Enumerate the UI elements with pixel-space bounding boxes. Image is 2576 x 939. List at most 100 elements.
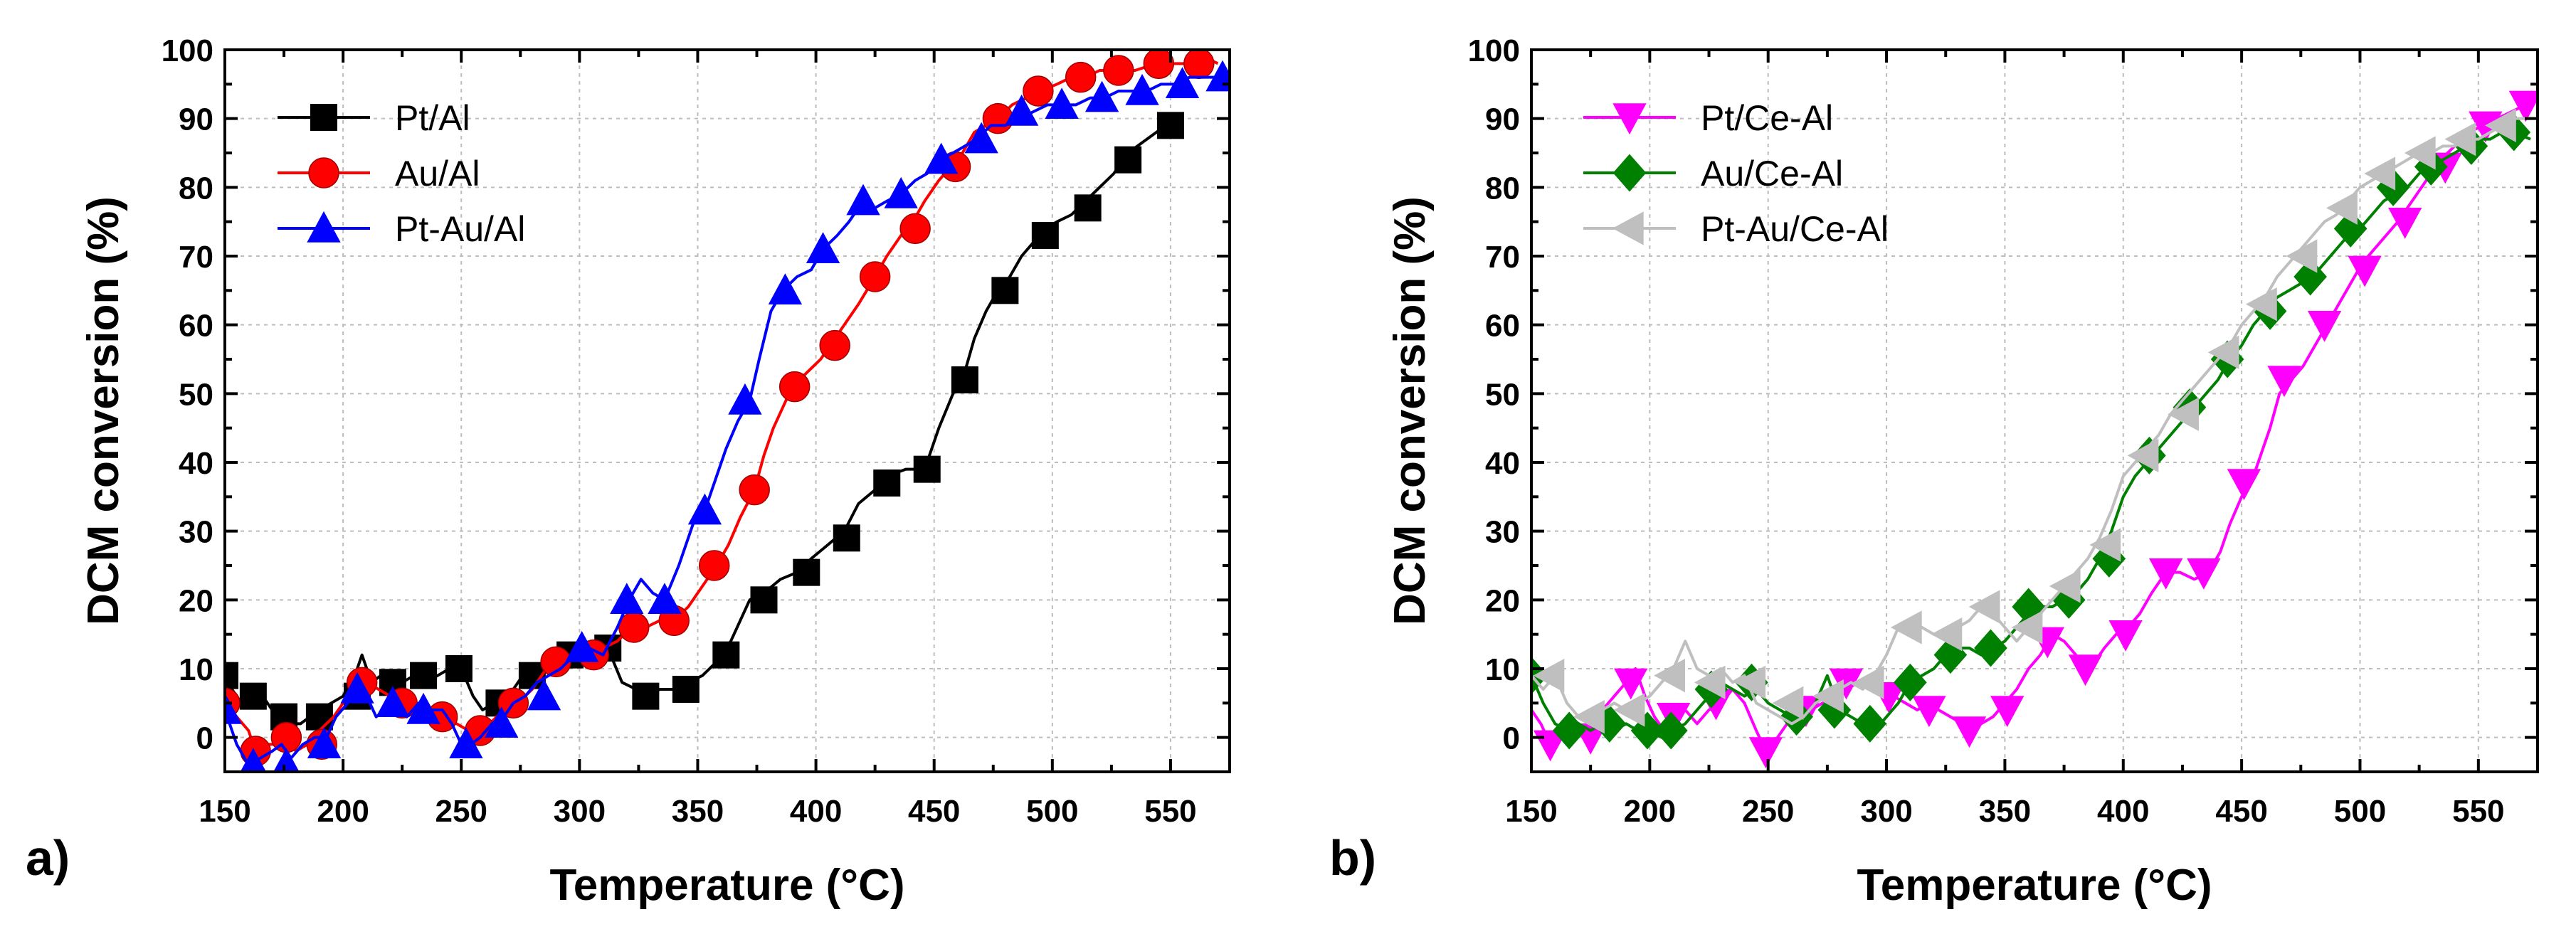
data-point (2333, 209, 2368, 248)
x-tick-label: 400 (2097, 794, 2149, 829)
x-tick-label: 200 (1624, 794, 1676, 829)
data-point (698, 550, 730, 581)
data-point (449, 727, 483, 759)
y-tick-label: 0 (1503, 721, 1520, 756)
data-point (1893, 663, 1927, 701)
legend: Pt/Ce-Al Au/Ce-Al Pt-Au/Ce-Al (1583, 98, 1889, 249)
legend-label: Au/Ce-Al (1701, 154, 1843, 193)
y-tick-label: 100 (162, 33, 213, 68)
data-point (2293, 258, 2327, 296)
y-tick-label: 80 (1485, 171, 1520, 206)
data-point (2404, 136, 2436, 170)
x-tick-label: 500 (1026, 794, 1078, 829)
data-point (1853, 704, 1887, 743)
data-point (485, 706, 519, 738)
x-tick-label: 350 (672, 794, 724, 829)
data-point (672, 676, 700, 703)
data-point (1654, 658, 1685, 693)
x-tick-label: 450 (908, 794, 960, 829)
data-point (1183, 50, 1215, 80)
data-point (2267, 366, 2301, 398)
data-point (2089, 528, 2121, 562)
data-point (2484, 108, 2516, 143)
x-tick-label: 300 (1860, 794, 1912, 829)
y-tick-label: 10 (1485, 652, 1520, 687)
data-point (1065, 61, 1097, 93)
data-point (913, 455, 941, 483)
data-point (2326, 191, 2358, 226)
data-point (2148, 558, 2183, 590)
panel-tag: a) (26, 830, 70, 886)
x-tick-label: 250 (436, 794, 487, 829)
series-line (225, 124, 1167, 726)
legend-marker (1612, 154, 1647, 192)
y-tick-label: 80 (179, 171, 213, 206)
data-point (991, 277, 1019, 304)
data-point (406, 692, 440, 724)
data-point (2286, 239, 2318, 273)
data-point (859, 261, 891, 292)
y-tick-label: 70 (179, 240, 213, 275)
data-point (2227, 469, 2261, 501)
grid (225, 50, 1230, 772)
series-Au/Ce-Al (1531, 113, 2531, 750)
legend: Pt/Al Au/Al Pt-Au/Al (278, 98, 525, 249)
data-point (2049, 569, 2081, 603)
data-point (1004, 94, 1039, 126)
data-point (1852, 665, 1884, 700)
data-point (884, 176, 918, 208)
x-tick-label: 300 (554, 794, 606, 829)
data-point (2388, 207, 2422, 239)
y-tick-label: 30 (179, 515, 213, 550)
legend-marker (1612, 103, 1647, 135)
data-point (340, 672, 374, 704)
data-point (750, 586, 778, 614)
data-point (1812, 679, 1844, 713)
data-point (610, 583, 644, 615)
data-point (2444, 122, 2476, 156)
series-line (1531, 131, 2531, 739)
legend-item: Au/Ce-Al (1583, 154, 1843, 193)
data-point (648, 583, 682, 615)
data-point (2011, 610, 2043, 644)
data-point (445, 655, 473, 682)
x-tick-label: 150 (199, 794, 250, 829)
data-point (1613, 693, 1645, 727)
legend-item: Au/Al (278, 154, 480, 193)
data-point (1734, 665, 1766, 700)
series-Pt-Au/Ce-Al (1531, 108, 2531, 734)
data-point (239, 682, 267, 710)
y-tick-label: 90 (179, 102, 213, 137)
y-tick-label: 20 (1485, 583, 1520, 618)
data-point (2127, 438, 2159, 473)
data-point (1931, 617, 1963, 652)
data-point (1890, 610, 1922, 644)
data-point (2207, 335, 2239, 370)
legend-label: Pt/Al (395, 98, 470, 138)
grid (1531, 50, 2538, 772)
x-tick-label: 200 (317, 794, 369, 829)
x-tick-label: 500 (2334, 794, 2386, 829)
data-point (793, 558, 820, 586)
data-point (376, 686, 410, 718)
x-tick-label: 550 (1144, 794, 1196, 829)
legend-label: Pt-Au/Ce-Al (1701, 209, 1889, 249)
panel-a: 150 200 250 300 350 400 450 500 550 0 10 20 30 40 50 60… (26, 33, 1231, 910)
data-point (1748, 737, 1783, 769)
data-point (739, 474, 770, 506)
data-point (1031, 222, 1059, 249)
data-point (1614, 668, 1648, 700)
legend-marker (310, 104, 337, 131)
data-point (1074, 194, 1102, 222)
data-point (833, 524, 860, 552)
data-point (1114, 146, 1142, 174)
y-tick-label: 20 (179, 583, 213, 618)
x-axis-title: Temperature (°C) (549, 861, 904, 910)
y-tick-label: 50 (179, 377, 213, 412)
data-point (2108, 620, 2143, 652)
legend-marker (307, 211, 341, 243)
data-point (846, 184, 880, 216)
y-axis-title: DCM conversion (%) (1385, 196, 1435, 625)
plot-frame (1530, 48, 2539, 773)
data-point (1974, 629, 2007, 667)
